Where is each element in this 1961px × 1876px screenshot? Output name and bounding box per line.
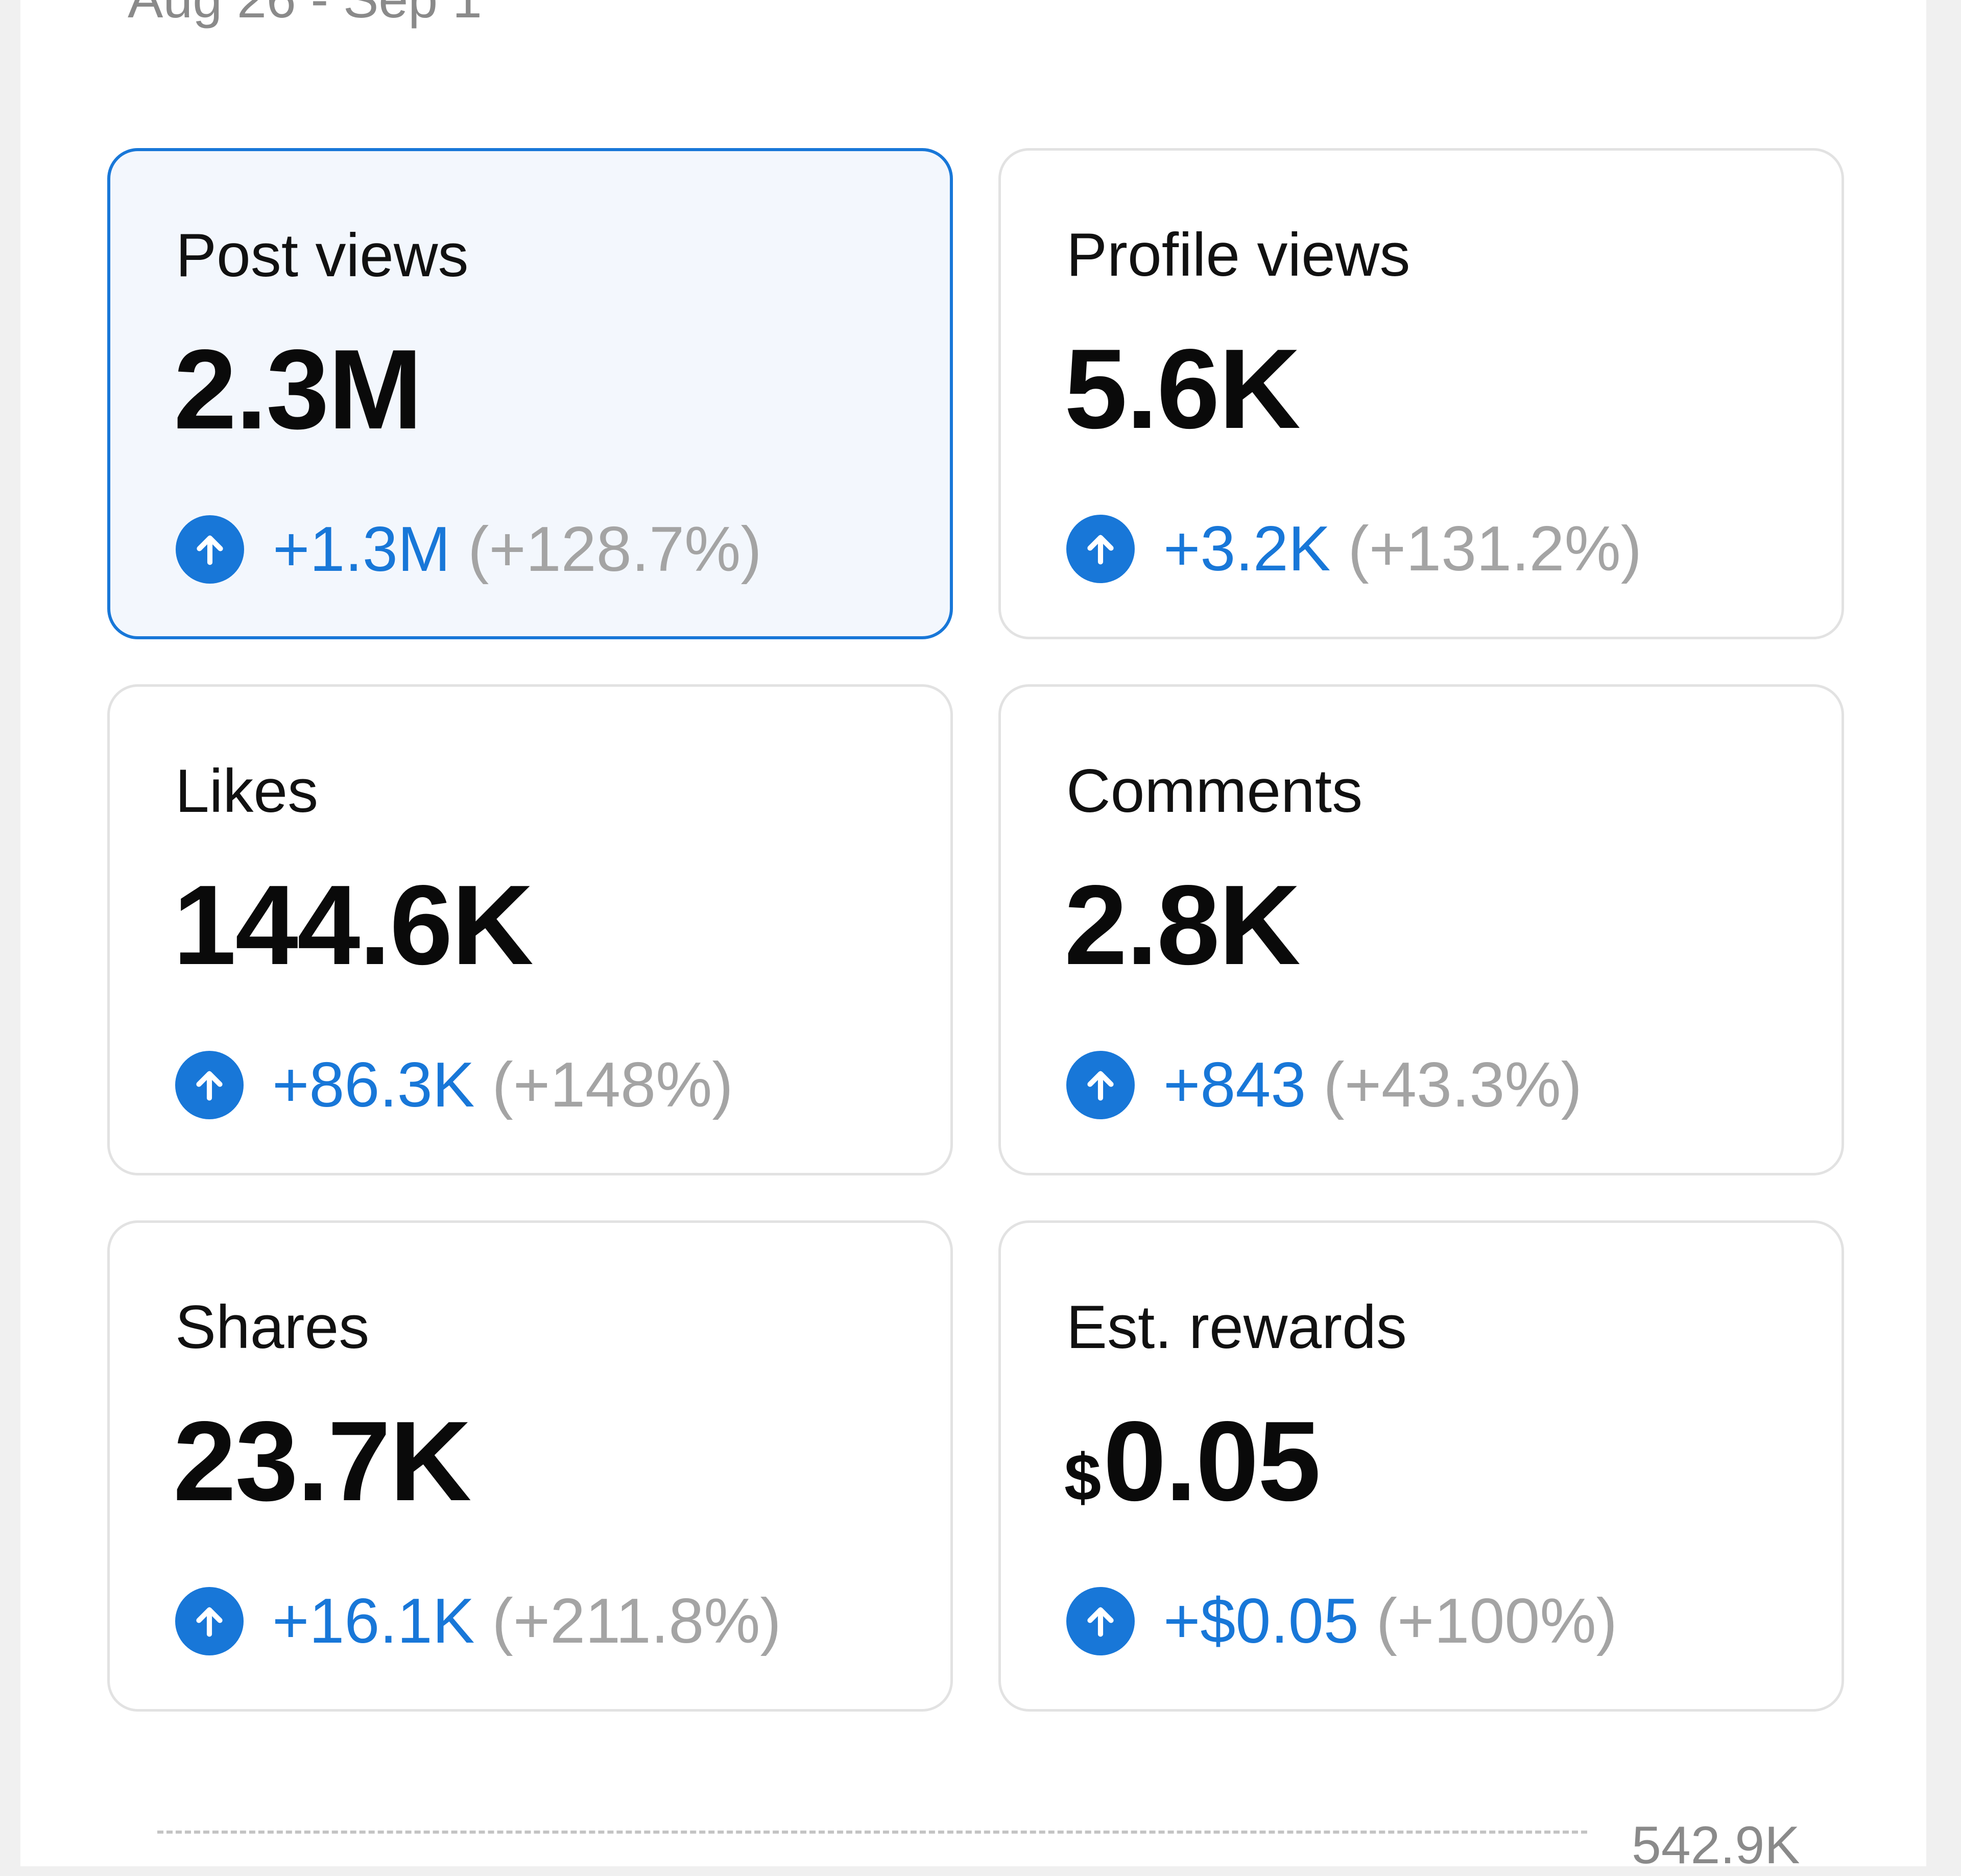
metric-card-comments[interactable]: Comments 2.8K +843 (+43.3%) bbox=[998, 684, 1844, 1175]
date-range: Aug 26 - Sep 1 bbox=[128, 0, 482, 30]
metric-percent: (+100%) bbox=[1376, 1586, 1617, 1656]
metric-card-profile-views[interactable]: Profile views 5.6K +3.2K (+131.2%) bbox=[998, 148, 1844, 639]
chart-max-gridline bbox=[157, 1831, 1587, 1834]
metric-value: 144.6K bbox=[173, 862, 534, 989]
metric-value: 23.7K bbox=[173, 1398, 471, 1525]
metric-percent: (+131.2%) bbox=[1348, 514, 1642, 584]
arrow-up-circle-icon bbox=[175, 1051, 244, 1119]
metric-percent: (+148%) bbox=[492, 1050, 733, 1120]
metric-delta: +3.2K bbox=[1163, 514, 1331, 584]
metric-value-group: $0.05 bbox=[1064, 1397, 1321, 1527]
analytics-panel: Aug 26 - Sep 1 Post views 2.3M +1.3M (+1… bbox=[20, 0, 1926, 1875]
metric-label: Post views bbox=[176, 221, 469, 290]
arrow-up-circle-icon bbox=[1066, 1587, 1135, 1655]
metric-card-est-rewards[interactable]: Est. rewards $0.05 +$0.05 (+100%) bbox=[998, 1220, 1844, 1712]
metric-change: +$0.05 (+100%) bbox=[1066, 1585, 1617, 1657]
metric-value: 5.6K bbox=[1064, 326, 1301, 452]
metric-card-shares[interactable]: Shares 23.7K +16.1K (+211.8%) bbox=[107, 1220, 953, 1712]
metric-percent: (+43.3%) bbox=[1323, 1050, 1582, 1120]
metric-card-post-views[interactable]: Post views 2.3M +1.3M (+128.7%) bbox=[107, 148, 953, 639]
arrow-up-circle-icon bbox=[175, 1587, 244, 1655]
arrow-up-circle-icon bbox=[1066, 515, 1135, 583]
currency-symbol: $ bbox=[1064, 1440, 1101, 1514]
arrow-up-circle-icon bbox=[176, 515, 244, 584]
metric-delta: +1.3M bbox=[273, 514, 451, 585]
metric-label: Shares bbox=[175, 1293, 370, 1361]
metric-change: +1.3M (+128.7%) bbox=[176, 514, 762, 585]
metric-percent: (+128.7%) bbox=[468, 514, 762, 585]
metric-percent: (+211.8%) bbox=[492, 1586, 781, 1656]
metric-card-likes[interactable]: Likes 144.6K +86.3K (+148%) bbox=[107, 684, 953, 1175]
metric-label: Profile views bbox=[1066, 221, 1410, 289]
metric-delta: +16.1K bbox=[272, 1586, 475, 1656]
metric-value: 2.3M bbox=[174, 326, 423, 453]
arrow-up-circle-icon bbox=[1066, 1051, 1135, 1119]
metric-label: Est. rewards bbox=[1066, 1293, 1407, 1361]
metric-change: +843 (+43.3%) bbox=[1066, 1049, 1582, 1121]
chart-axis-max-label: 542.9K bbox=[1632, 1816, 1800, 1875]
metric-delta: +$0.05 bbox=[1163, 1586, 1359, 1656]
metric-change: +16.1K (+211.8%) bbox=[175, 1585, 781, 1657]
metric-change: +3.2K (+131.2%) bbox=[1066, 513, 1642, 585]
metric-value: 2.8K bbox=[1064, 862, 1301, 989]
metric-delta: +843 bbox=[1163, 1050, 1306, 1120]
metric-delta: +86.3K bbox=[272, 1050, 475, 1120]
metric-change: +86.3K (+148%) bbox=[175, 1049, 733, 1121]
metric-label: Likes bbox=[175, 757, 319, 825]
metric-value: 0.05 bbox=[1103, 1398, 1321, 1525]
metric-label: Comments bbox=[1066, 757, 1363, 825]
